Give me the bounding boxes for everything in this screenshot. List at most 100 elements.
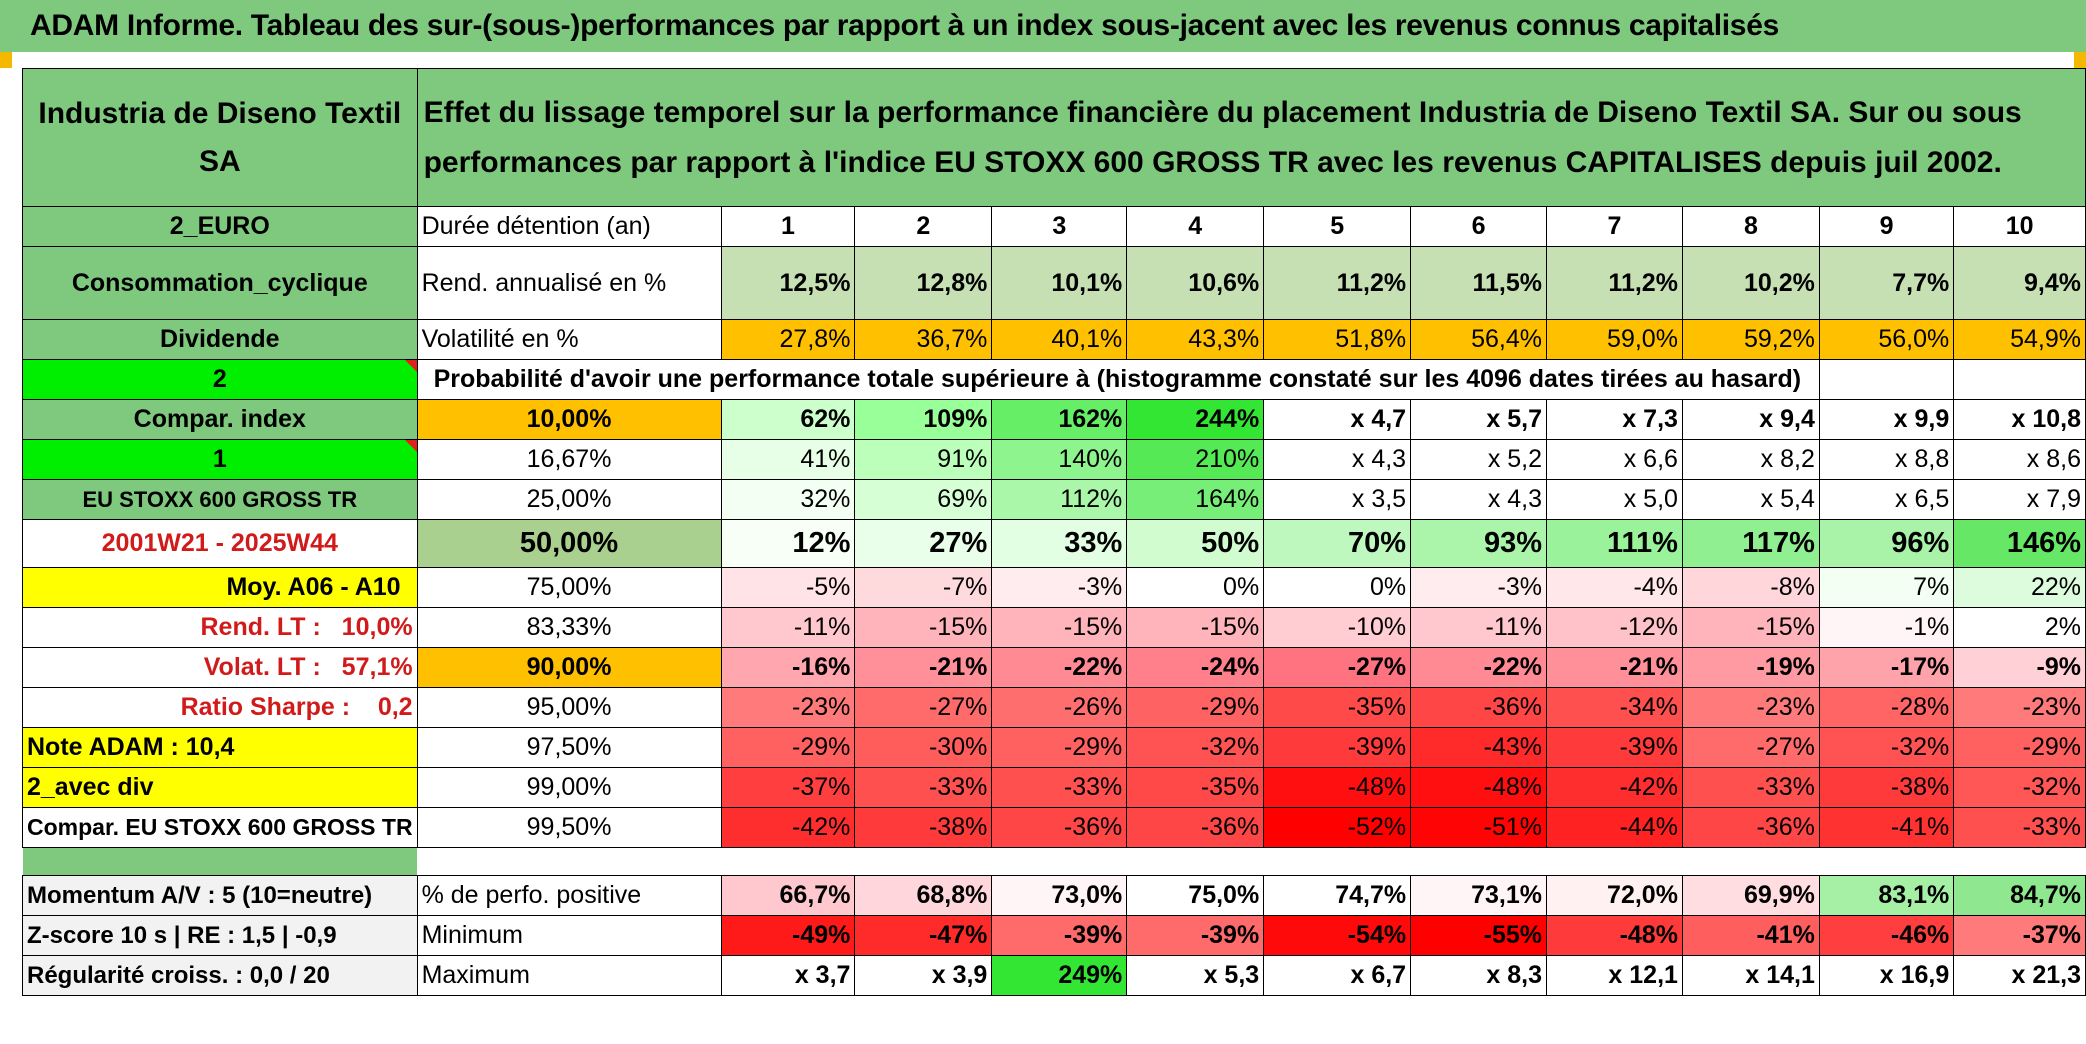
max-cell: x 12,1: [1546, 955, 1683, 996]
proba-cell: -29%: [720, 727, 856, 768]
proba-cell: 140%: [991, 439, 1128, 480]
max-cell: 249%: [991, 955, 1128, 996]
volat-cell: 40,1%: [991, 319, 1128, 360]
proba-cell: -42%: [720, 807, 856, 848]
max-cell: x 5,3: [1126, 955, 1265, 996]
proba-cell: x 4,7: [1263, 399, 1412, 440]
volat-cell: 56,0%: [1818, 319, 1955, 360]
proba-threshold: 50,00%: [416, 519, 722, 568]
proba-row: Compar. EU STOXX 600 GROSS TR 99,50% -42% -…: [22, 807, 2086, 848]
max-cell: x 3,7: [720, 955, 856, 996]
proba-cell: -27%: [854, 687, 993, 728]
sector-label: Consommation_cyclique: [22, 246, 418, 320]
min-cell: -49%: [720, 915, 856, 956]
spacer: [417, 848, 2085, 876]
sharpe-label: Ratio Sharpe : 0,2: [22, 687, 418, 728]
proba-cell: -27%: [1263, 647, 1412, 688]
min-cell: -46%: [1818, 915, 1955, 956]
proba-cell: 146%: [1953, 519, 2086, 568]
proba-cell: -1%: [1818, 607, 1955, 648]
min-cell: -48%: [1546, 915, 1683, 956]
rend-cell: 9,4%: [1953, 246, 2086, 320]
volat-cell: 43,3%: [1126, 319, 1265, 360]
proba-threshold: 25,00%: [416, 479, 722, 520]
min-cell: -47%: [854, 915, 993, 956]
proba-cell: -42%: [1546, 767, 1683, 808]
proba-cell: 210%: [1126, 439, 1265, 480]
proba-cell: x 8,6: [1953, 439, 2086, 480]
rend-cell: 7,7%: [1818, 246, 1955, 320]
min-cell: -39%: [991, 915, 1128, 956]
proba-cell: 2%: [1953, 607, 2086, 648]
year-cell: 8: [1681, 206, 1820, 247]
proba-cell: -38%: [854, 807, 993, 848]
proba-cell: 27%: [854, 519, 993, 568]
rend-cell: 11,2%: [1546, 246, 1683, 320]
selector-1[interactable]: 1: [22, 439, 418, 480]
proba-row: Moy. A06 - A10 75,00% -5% -7% -3% 0% 0% -3% -4% -…: [22, 567, 2086, 608]
proba-cell: -8%: [1681, 567, 1820, 608]
currency-label: 2_EURO: [22, 206, 418, 247]
proba-cell: -33%: [1681, 767, 1820, 808]
volat-cell: 59,0%: [1546, 319, 1683, 360]
report-title: ADAM Informe. Tableau des sur-(sous-)per…: [30, 9, 1779, 42]
rend-cell: 10,2%: [1681, 246, 1820, 320]
proba-cell: 164%: [1126, 479, 1265, 520]
max-cell: x 3,9: [854, 955, 993, 996]
proba-cell: -26%: [991, 687, 1128, 728]
proba-cell: 0%: [1126, 567, 1265, 608]
proba-cell: 32%: [720, 479, 856, 520]
proba-cell: -5%: [720, 567, 856, 608]
proba-cell: 33%: [991, 519, 1128, 568]
proba-cell: x 5,4: [1681, 479, 1820, 520]
volat-lt-label: Volat. LT : 57,1%: [22, 647, 418, 688]
proba-cell: -51%: [1410, 807, 1548, 848]
proba-cell: 12%: [720, 519, 856, 568]
company-name: Industria de Diseno Textil SA: [22, 68, 418, 207]
proba-cell: 91%: [854, 439, 993, 480]
proba-cell: -12%: [1546, 607, 1683, 648]
proba-cell: x 3,5: [1263, 479, 1412, 520]
proba-cell: -19%: [1681, 647, 1820, 688]
max-cell: x 6,7: [1263, 955, 1412, 996]
proba-row: 1 16,67% 41% 91% 140% 210% x 4,3 x 5,2 x 6,6 x 8,…: [22, 439, 2086, 480]
proba-cell: -36%: [1681, 807, 1820, 848]
proba-cell: -22%: [1410, 647, 1548, 688]
proba-cell: 111%: [1546, 519, 1683, 568]
volat-cell: 27,8%: [720, 319, 856, 360]
proba-cell: x 5,2: [1410, 439, 1548, 480]
proba-cell: -48%: [1263, 767, 1412, 808]
year-cell: 6: [1410, 206, 1548, 247]
volat-cell: 36,7%: [854, 319, 993, 360]
proba-cell: 50%: [1126, 519, 1265, 568]
proba-cell: -15%: [1681, 607, 1820, 648]
performance-table-wrapper: Industria de Diseno Textil SA Effet du l…: [22, 68, 2086, 996]
proba-cell: x 4,3: [1410, 479, 1548, 520]
selector-2[interactable]: 2: [22, 359, 418, 400]
proba-cell: -32%: [1126, 727, 1265, 768]
proba-cell: -3%: [1410, 567, 1548, 608]
pos-label: % de perfo. positive: [416, 875, 722, 916]
proba-threshold: 97,50%: [416, 727, 722, 768]
year-cell: 1: [720, 206, 856, 247]
compar-index-label: Compar. index: [22, 399, 418, 440]
rend-cell: 10,1%: [991, 246, 1128, 320]
proba-cell: x 5,7: [1410, 399, 1548, 440]
year-cell: 7: [1546, 206, 1683, 247]
pos-cell: 73,1%: [1410, 875, 1548, 916]
proba-threshold: 10,00%: [416, 399, 722, 440]
year-cell: 9: [1818, 206, 1955, 247]
max-cell: x 8,3: [1410, 955, 1548, 996]
proba-cell: x 8,8: [1818, 439, 1955, 480]
empty-cell: [1818, 359, 1955, 400]
pos-cell: 75,0%: [1126, 875, 1265, 916]
proba-row: EU STOXX 600 GROSS TR 25,00% 32% 69% 112% 164…: [22, 479, 2086, 520]
avec-div-label: 2_avec div: [22, 767, 418, 808]
proba-cell: 93%: [1410, 519, 1548, 568]
pos-cell: 83,1%: [1818, 875, 1955, 916]
min-label: Minimum: [416, 915, 722, 956]
proba-cell: x 8,2: [1681, 439, 1820, 480]
proba-cell: x 7,3: [1546, 399, 1683, 440]
pos-cell: 68,8%: [854, 875, 993, 916]
rend-cell: 11,2%: [1263, 246, 1412, 320]
